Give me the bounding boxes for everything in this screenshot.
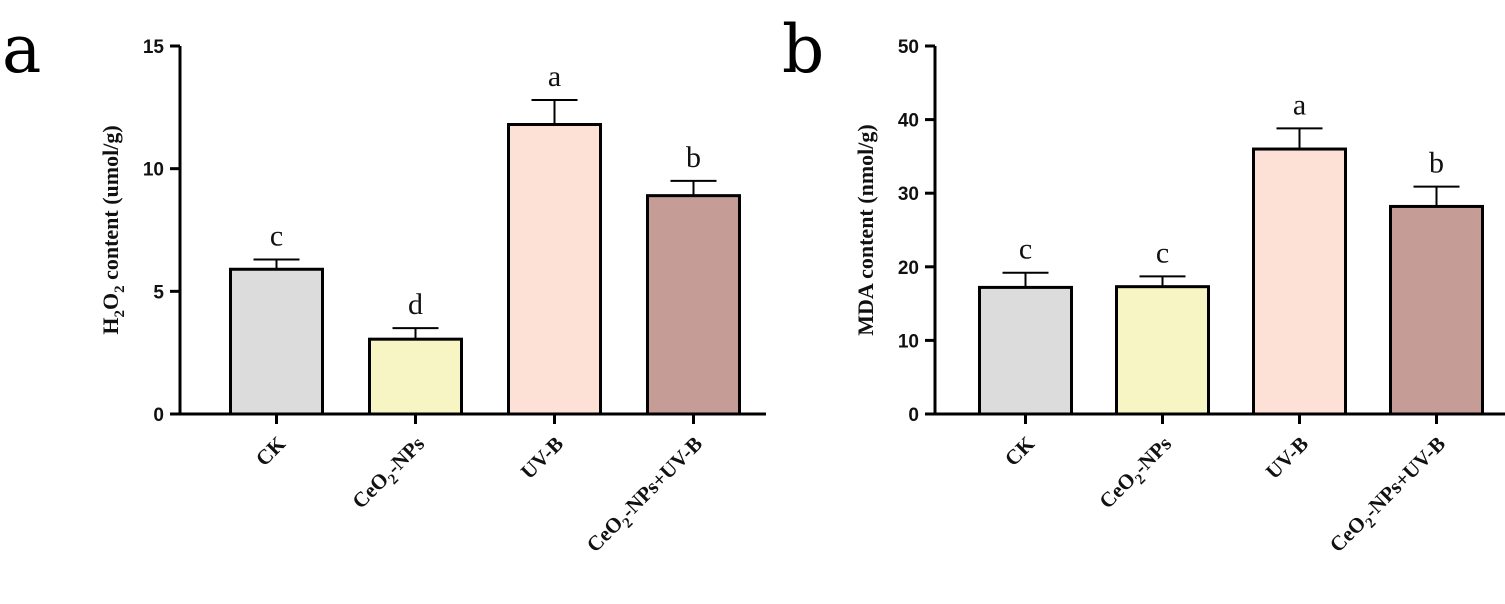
y-axis-label-part: O: [98, 293, 123, 310]
x-tick-label-part: -NPs+UV-B: [616, 432, 707, 523]
significance-label: b: [686, 141, 701, 174]
x-tick-label: CK: [251, 431, 291, 471]
x-tick-label-part: CeO: [582, 511, 628, 557]
bar: [1115, 285, 1210, 416]
y-axis-label-subscript: 2: [112, 285, 128, 293]
bar: [229, 267, 324, 416]
y-tick-label: 30: [898, 184, 919, 205]
x-tick-label-part: CK: [251, 431, 291, 471]
y-axis-label-part: H: [98, 318, 123, 335]
y-tick-label: 5: [153, 282, 164, 303]
x-tick-label-part: -NPs: [382, 432, 429, 479]
x-tick-label: CeO2-NPs: [347, 432, 432, 517]
x-tick-label: CeO2-NPs+UV-B: [1325, 432, 1454, 561]
x-tick-label: UV-B: [1261, 432, 1313, 484]
bar: [978, 285, 1073, 416]
significance-label: c: [270, 219, 283, 252]
x-tick-label-part: UV-B: [516, 432, 568, 484]
y-tick-label: 20: [898, 258, 919, 279]
y-tick-label: 10: [898, 331, 919, 352]
panel-letter-a: a: [2, 11, 41, 88]
bar: [1252, 147, 1347, 416]
significance-label: c: [1019, 233, 1032, 266]
x-tick-label-part: -NPs: [1129, 432, 1176, 479]
x-tick-label-part: CeO: [1325, 511, 1371, 557]
y-axis-label: H2O2 content (umol/g): [98, 125, 128, 334]
y-axis-label-part: MDA content (nmol/g): [853, 124, 878, 335]
y-axis-label: MDA content (nmol/g): [853, 124, 878, 335]
panel-letter-b: b: [782, 11, 824, 88]
significance-label: d: [408, 288, 423, 321]
bar: [368, 337, 463, 416]
x-tick-label-part: UV-B: [1261, 432, 1313, 484]
significance-label: a: [1293, 88, 1306, 121]
x-tick-label-part: CeO: [347, 467, 393, 513]
y-tick-label: 40: [898, 111, 919, 132]
chart-panel-b: 0 10 20 30 40 50 MDA content (nmol/g) c CK c CeO2-…: [853, 37, 1505, 561]
y-tick-label: 10: [143, 160, 164, 181]
significance-label: c: [1156, 236, 1169, 269]
x-tick-label: UV-B: [516, 432, 568, 484]
x-tick-label: CeO2-NPs: [1094, 432, 1179, 517]
y-tick-label: 15: [143, 37, 165, 58]
bar: [507, 123, 602, 416]
x-tick-label-part: -NPs+UV-B: [1359, 432, 1450, 523]
x-tick-label-part: CeO: [1094, 467, 1140, 513]
y-axis-label-part: content (umol/g): [98, 125, 123, 285]
y-tick-label: 50: [898, 37, 919, 58]
bar: [646, 194, 741, 416]
significance-label: b: [1429, 147, 1444, 180]
significance-label: a: [548, 60, 561, 93]
x-tick-label-part: CK: [1000, 431, 1040, 471]
x-tick-label: CK: [1000, 431, 1040, 471]
y-axis-label-subscript: 2: [112, 310, 128, 318]
y-tick-label: 0: [153, 405, 164, 426]
bar: [1389, 204, 1484, 416]
y-tick-label: 0: [908, 405, 919, 426]
x-tick-label: CeO2-NPs+UV-B: [582, 432, 711, 561]
